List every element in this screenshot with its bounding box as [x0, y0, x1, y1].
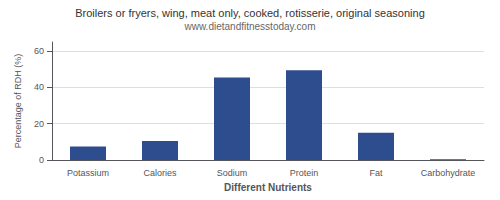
svg-text:Calories: Calories [143, 168, 177, 178]
svg-text:Fat: Fat [369, 168, 383, 178]
svg-text:Sodium: Sodium [217, 168, 248, 178]
svg-text:Different Nutrients: Different Nutrients [224, 182, 312, 193]
svg-text:60: 60 [34, 46, 44, 56]
svg-text:Potassium: Potassium [67, 168, 109, 178]
svg-text:Broilers or fryers, wing, meat: Broilers or fryers, wing, meat only, coo… [75, 7, 425, 19]
svg-text:Percentage of RDH (%): Percentage of RDH (%) [13, 54, 23, 149]
svg-text:40: 40 [34, 82, 44, 92]
svg-text:20: 20 [34, 119, 44, 129]
svg-text:Carbohydrate: Carbohydrate [421, 168, 476, 178]
svg-text:www.dietandfitnesstoday.com: www.dietandfitnesstoday.com [184, 21, 316, 32]
svg-text:0: 0 [39, 155, 44, 165]
svg-text:Protein: Protein [290, 168, 319, 178]
